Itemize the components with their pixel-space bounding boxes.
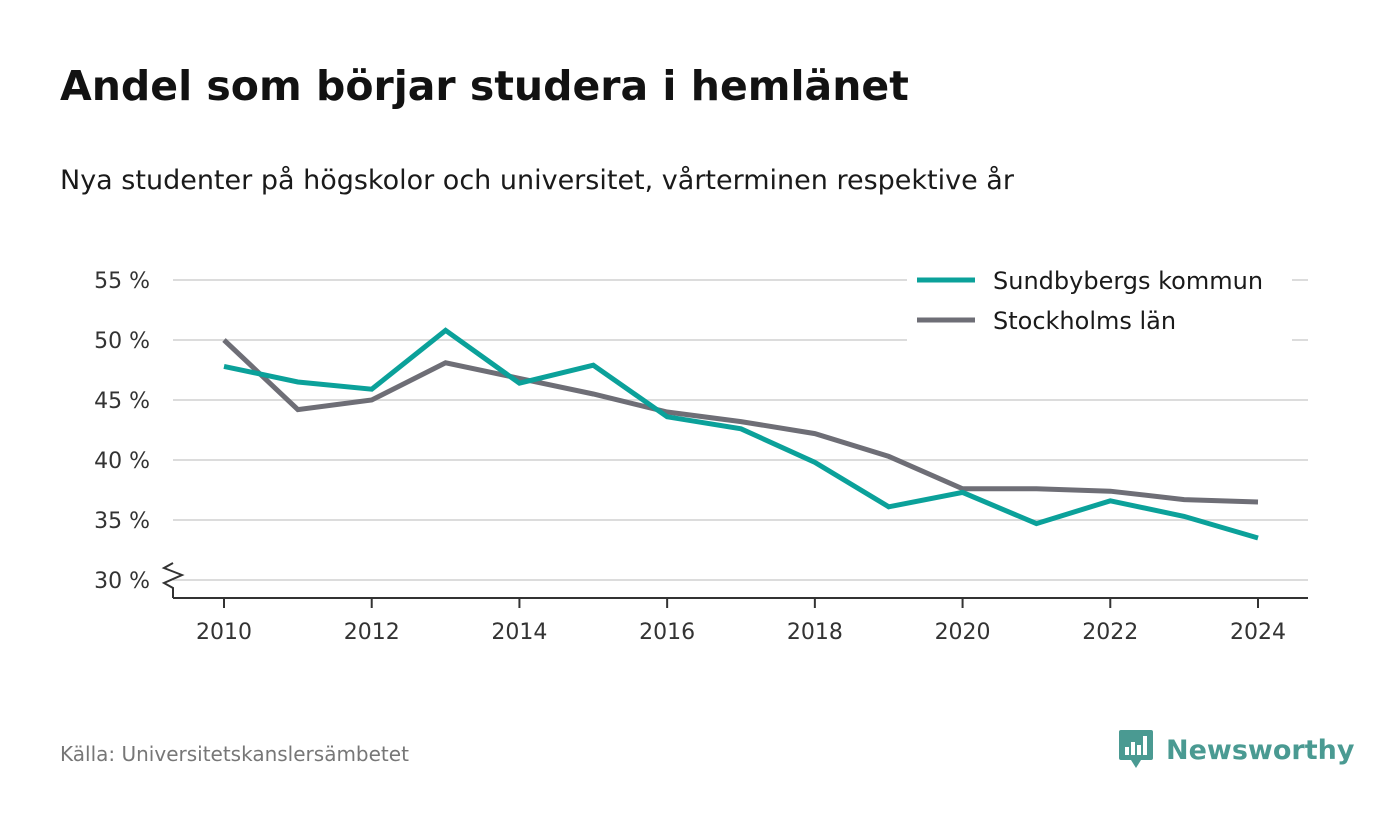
- series-line-stockholm: [222, 338, 1259, 505]
- line-chart: 30 %35 %40 %45 %50 %55 % 2010 2012 2014 201…: [94, 258, 1308, 645]
- x-axis: 2010 2012 2014 2016 2018 2020 2022 2024: [161, 562, 1308, 645]
- y-axis: 30 % 35 % 40 % 45 % 50 % 55 %: [94, 269, 150, 594]
- x-tick-label-2010: 2010: [196, 620, 252, 645]
- brand-logo: Newsworthy: [1118, 728, 1354, 772]
- y-tick-label-55: 55 %: [94, 269, 150, 294]
- legend-label-sundbyberg: Sundbybergs kommun: [993, 267, 1263, 295]
- y-tick-label-35: 35 %: [94, 509, 150, 534]
- source-note: Källa: Universitetskanslersämbetet: [60, 742, 409, 766]
- x-tick-label-2012: 2012: [344, 620, 400, 645]
- x-tick-label-2014: 2014: [491, 620, 547, 645]
- chart-subtitle: Nya studenter på högskolor och universit…: [60, 165, 1014, 196]
- x-tick-label-2022: 2022: [1082, 620, 1138, 645]
- chart-title: Andel som börjar studera i hemlänet: [60, 62, 909, 110]
- legend: Sundbybergs kommun Stockholms län: [907, 258, 1292, 342]
- y-tick-label-40: 40 %: [94, 449, 150, 474]
- x-tick-label-2020: 2020: [935, 620, 991, 645]
- x-tick-label-2024: 2024: [1230, 620, 1286, 645]
- legend-label-stockholm: Stockholms län: [993, 307, 1176, 335]
- y-axis-break-icon: [161, 562, 185, 598]
- newsworthy-chart-bubble-icon: [1119, 730, 1153, 768]
- series-lines: [222, 327, 1259, 541]
- y-tick-label-50: 50 %: [94, 329, 150, 354]
- x-tick-label-2018: 2018: [787, 620, 843, 645]
- series-line-sundbyberg: [223, 327, 1259, 541]
- y-tick-label-45: 45 %: [94, 389, 150, 414]
- brand-name: Newsworthy: [1166, 734, 1355, 766]
- legend-background: [907, 258, 1292, 342]
- y-tick-label-30: 30 %: [94, 569, 150, 594]
- x-tick-label-2016: 2016: [639, 620, 695, 645]
